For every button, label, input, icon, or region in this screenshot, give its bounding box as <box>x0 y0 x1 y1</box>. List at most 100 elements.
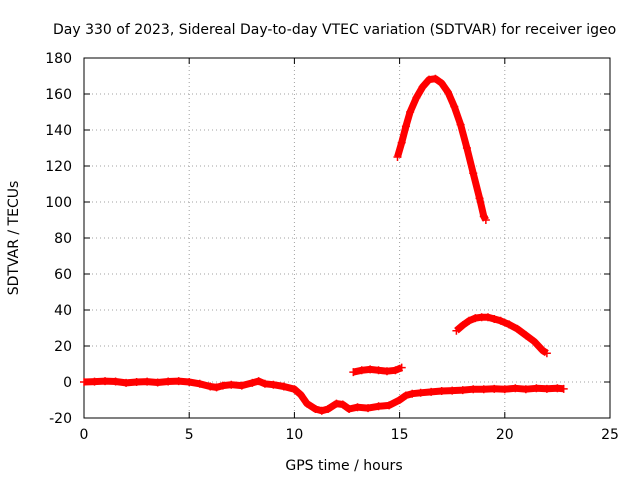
data-point <box>458 386 467 395</box>
data-point <box>479 385 488 394</box>
data-point <box>425 75 434 84</box>
data-point <box>559 384 568 393</box>
data-point <box>490 384 499 393</box>
data-point <box>80 378 88 386</box>
series-high-arc <box>393 74 490 224</box>
series-line <box>454 313 549 357</box>
data-point <box>448 386 457 395</box>
data-point <box>401 391 410 400</box>
data-point <box>513 324 522 333</box>
data-point <box>382 367 391 376</box>
data-point <box>317 406 326 415</box>
data-point <box>542 349 551 358</box>
data-point <box>122 378 131 387</box>
data-point <box>254 377 263 386</box>
data-point <box>90 377 99 386</box>
data-point <box>397 138 406 147</box>
series-short-arc <box>349 363 406 377</box>
data-point <box>481 216 490 224</box>
data-point <box>475 194 484 203</box>
data-point <box>408 389 417 398</box>
data-point <box>311 405 320 413</box>
data-point <box>462 144 471 152</box>
data-point <box>471 314 480 323</box>
x-tick-label: 0 <box>80 427 89 443</box>
plot-frame <box>83 57 611 419</box>
y-tick-label: 40 <box>54 303 72 319</box>
data-point <box>303 399 312 408</box>
data-point <box>521 385 530 394</box>
data-point <box>542 384 551 393</box>
data-point <box>456 120 465 129</box>
data-point <box>101 377 110 386</box>
data-point <box>385 401 394 410</box>
x-tick-label: 25 <box>601 427 619 443</box>
data-point <box>195 379 204 388</box>
y-axis-title: SDTVAR / TECUs <box>6 181 22 296</box>
data-point <box>185 378 194 386</box>
data-point <box>511 384 520 393</box>
data-point <box>290 385 299 394</box>
data-point <box>332 399 341 408</box>
series-mid-arc <box>452 313 551 358</box>
y-tick-label: 60 <box>54 267 72 283</box>
data-point <box>153 378 162 387</box>
y-tick-label: 180 <box>45 51 72 67</box>
y-tick-label: 120 <box>45 159 72 175</box>
series-main-trace <box>80 377 568 415</box>
data-point <box>296 390 305 399</box>
x-axis-title: GPS time / hours <box>285 458 402 474</box>
y-tick-label: 100 <box>45 195 72 211</box>
data-point <box>366 365 375 374</box>
data-point <box>483 313 492 322</box>
data-point <box>458 321 467 330</box>
data-point <box>397 363 406 372</box>
data-point <box>374 402 383 411</box>
data-point <box>418 82 427 91</box>
data-point <box>212 383 221 392</box>
data-point <box>406 108 415 116</box>
data-point <box>401 122 410 131</box>
data-point <box>465 316 474 325</box>
data-point <box>364 404 373 413</box>
data-point <box>450 102 459 111</box>
data-point <box>393 153 402 161</box>
y-tick-label: 160 <box>45 87 72 103</box>
data-point <box>345 405 354 413</box>
data-point <box>469 385 478 394</box>
data-point <box>324 405 333 413</box>
data-point <box>357 366 366 375</box>
y-tick-label: 0 <box>63 375 72 391</box>
x-tick-label: 10 <box>285 427 303 443</box>
data-point <box>279 382 288 391</box>
data-point <box>469 169 478 178</box>
data-point <box>174 377 183 386</box>
data-point <box>452 326 461 335</box>
x-tick-label: 15 <box>391 427 409 443</box>
data-point <box>206 382 215 391</box>
data-point <box>227 380 236 389</box>
data-point <box>164 377 173 386</box>
data-point <box>395 396 404 404</box>
data-point <box>437 387 446 395</box>
data-point <box>412 93 421 102</box>
data-point <box>530 337 539 346</box>
data-point <box>237 381 246 390</box>
data-point <box>374 366 383 375</box>
series-layer <box>80 74 568 415</box>
chart-title: Day 330 of 2023, Sidereal Day-to-day VTE… <box>53 22 616 38</box>
y-tick-labels: -20 0 20 40 60 80 100 120 140 160 180 <box>45 51 72 427</box>
data-point <box>111 377 120 386</box>
data-point <box>532 384 541 393</box>
y-tick-label: -20 <box>49 411 72 427</box>
data-point <box>500 385 509 394</box>
data-point <box>443 88 452 97</box>
series-line <box>83 377 564 415</box>
data-point <box>353 403 362 412</box>
data-point <box>437 79 446 88</box>
data-point <box>496 316 505 325</box>
data-point <box>416 388 425 397</box>
y-tick-label: 140 <box>45 123 72 139</box>
